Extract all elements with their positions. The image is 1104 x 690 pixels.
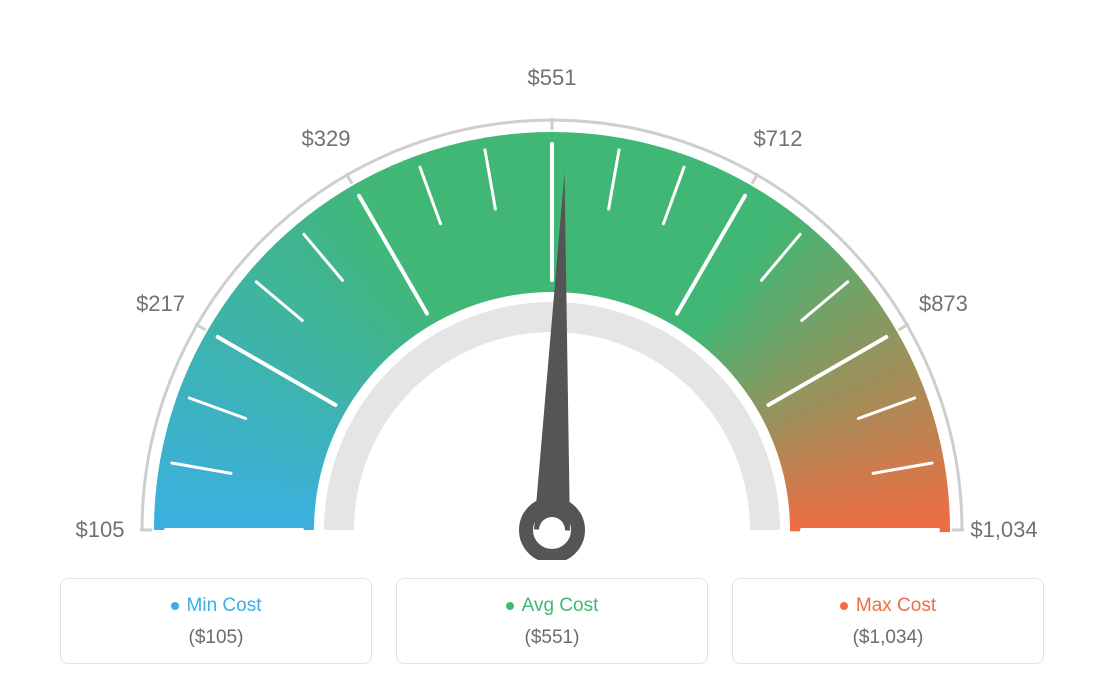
gauge: $105 $217 $329 $551 $712 $873 $1,034 — [0, 0, 1104, 560]
gauge-tick-label: $873 — [919, 291, 968, 317]
legend-value-max: ($1,034) — [743, 627, 1033, 649]
dot-icon — [506, 602, 514, 610]
legend-title-min: Min Cost — [171, 595, 262, 617]
legend-value-avg: ($551) — [407, 627, 697, 649]
legend-label: Max Cost — [856, 595, 936, 617]
legend-row: Min Cost ($105) Avg Cost ($551) Max Cost… — [60, 578, 1044, 664]
gauge-tick-label: $712 — [754, 126, 803, 152]
legend-label: Avg Cost — [522, 595, 599, 617]
dot-icon — [840, 602, 848, 610]
cost-gauge-container: $105 $217 $329 $551 $712 $873 $1,034 Min Cost … — [0, 0, 1104, 690]
gauge-tick-label: $217 — [136, 291, 185, 317]
dot-icon — [171, 602, 179, 610]
legend-card-min: Min Cost ($105) — [60, 578, 372, 664]
legend-card-max: Max Cost ($1,034) — [732, 578, 1044, 664]
gauge-tick-label: $1,034 — [970, 517, 1037, 543]
legend-title-avg: Avg Cost — [506, 595, 599, 617]
gauge-tick-label: $329 — [302, 126, 351, 152]
legend-label: Min Cost — [187, 595, 262, 617]
gauge-tick-label: $551 — [528, 65, 577, 91]
legend-title-max: Max Cost — [840, 595, 936, 617]
legend-value-min: ($105) — [71, 627, 361, 649]
legend-card-avg: Avg Cost ($551) — [396, 578, 708, 664]
gauge-tick-label: $105 — [76, 517, 125, 543]
